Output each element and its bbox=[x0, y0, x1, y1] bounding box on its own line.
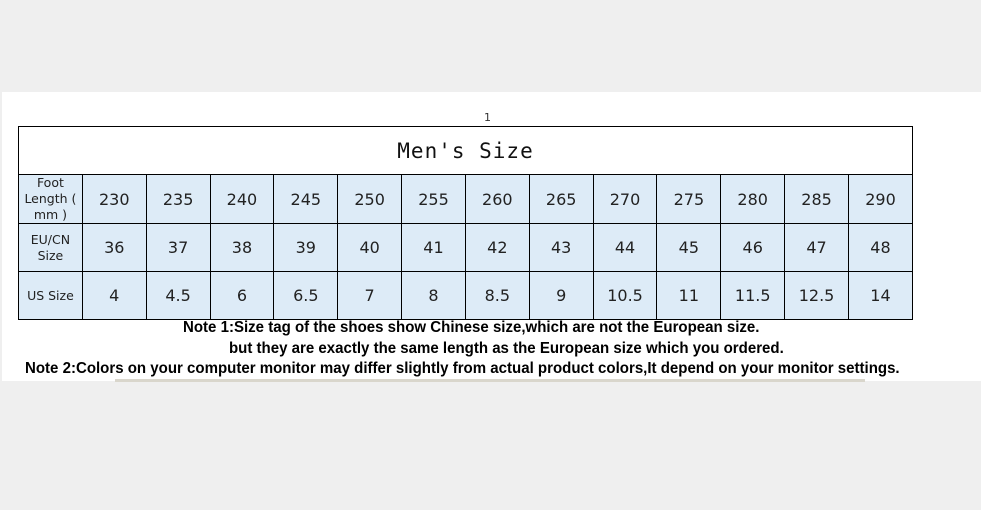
size-cell: 250 bbox=[337, 174, 403, 224]
size-cell: 10.5 bbox=[592, 271, 658, 320]
size-cell: 4 bbox=[81, 271, 147, 320]
size-cell: 47 bbox=[784, 223, 849, 272]
size-cell: 39 bbox=[273, 223, 339, 272]
size-cell: 9 bbox=[528, 271, 594, 320]
note-2: Note 2:Colors on your computer monitor m… bbox=[25, 360, 900, 377]
title-row: Men's Size bbox=[18, 126, 913, 175]
size-cell: 8 bbox=[401, 271, 466, 320]
page-number: 1 bbox=[484, 111, 491, 124]
size-cell: 240 bbox=[209, 174, 275, 224]
size-cell: 42 bbox=[464, 223, 530, 272]
size-cell: 46 bbox=[720, 223, 786, 272]
size-cell: 43 bbox=[528, 223, 594, 272]
size-cell: 280 bbox=[720, 174, 786, 224]
size-cell: 41 bbox=[401, 223, 466, 272]
size-cell: 255 bbox=[401, 174, 466, 224]
size-cell: 8.5 bbox=[464, 271, 530, 320]
size-cell: 45 bbox=[656, 223, 722, 272]
size-cell: 38 bbox=[209, 223, 275, 272]
size-cell: 230 bbox=[81, 174, 147, 224]
size-chart-table: Men's Size Foot Length ( mm ) 230 235 240 24… bbox=[18, 126, 914, 320]
note-1-line-1: Note 1:Size tag of the shoes show Chines… bbox=[183, 319, 760, 336]
size-cell: 40 bbox=[337, 223, 403, 272]
size-cell: 4.5 bbox=[145, 271, 211, 320]
note-1-line-2: but they are exactly the same length as … bbox=[229, 340, 784, 357]
table-row: EU/CN Size 36 37 38 39 40 41 42 43 44 45 46 47 48 bbox=[18, 223, 914, 272]
table-row: Foot Length ( mm ) 230 235 240 245 250 255 260 2… bbox=[18, 174, 914, 224]
size-cell: 265 bbox=[528, 174, 594, 224]
size-cell: 44 bbox=[592, 223, 658, 272]
size-cell: 48 bbox=[847, 223, 914, 272]
size-cell: 36 bbox=[81, 223, 147, 272]
size-cell: 6.5 bbox=[273, 271, 339, 320]
row-label: US Size bbox=[18, 271, 83, 320]
image-edge-strip bbox=[115, 379, 865, 382]
table-row: US Size 4 4.5 6 6.5 7 8 8.5 9 10.5 11 11.5 12.5 14 bbox=[18, 271, 914, 320]
table-title: Men's Size bbox=[18, 126, 913, 175]
size-cell: 270 bbox=[592, 174, 658, 224]
size-cell: 12.5 bbox=[784, 271, 849, 320]
size-cell: 37 bbox=[145, 223, 211, 272]
size-cell: 260 bbox=[464, 174, 530, 224]
size-cell: 7 bbox=[337, 271, 403, 320]
row-label: EU/CN Size bbox=[18, 223, 83, 272]
size-cell: 245 bbox=[273, 174, 339, 224]
size-cell: 11.5 bbox=[720, 271, 786, 320]
row-label: Foot Length ( mm ) bbox=[18, 174, 83, 224]
size-cell: 285 bbox=[784, 174, 849, 224]
size-cell: 235 bbox=[145, 174, 211, 224]
size-cell: 275 bbox=[656, 174, 722, 224]
size-cell: 290 bbox=[847, 174, 914, 224]
size-cell: 11 bbox=[656, 271, 722, 320]
size-cell: 6 bbox=[209, 271, 275, 320]
size-cell: 14 bbox=[847, 271, 914, 320]
